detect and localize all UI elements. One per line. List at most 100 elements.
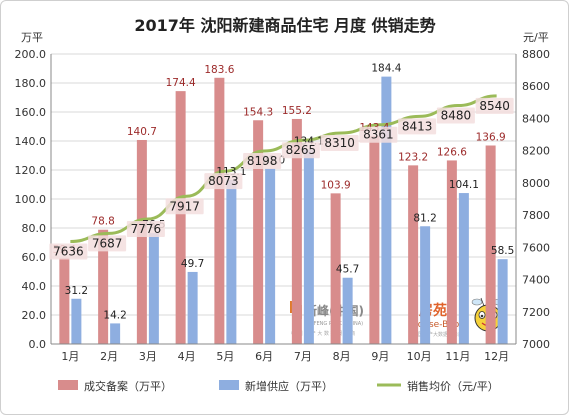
price-label-bg xyxy=(398,118,437,135)
gridlines xyxy=(51,53,516,345)
bar-transactions xyxy=(136,139,147,344)
transactions-value-label: 155.2 xyxy=(282,105,312,117)
bar-supply xyxy=(303,149,314,344)
transactions-value-label: 174.4 xyxy=(166,77,196,89)
left-tick-label: 40.0 xyxy=(22,280,47,293)
price-value-label: 8413 xyxy=(402,119,433,133)
right-tick-label: 7400 xyxy=(522,274,550,287)
bar-transactions xyxy=(446,160,457,344)
price-value-label: 7917 xyxy=(169,199,200,213)
housebook-logo-sub: 中国房产大数据服务商 xyxy=(413,331,463,338)
left-tick-label: 60.0 xyxy=(22,251,47,264)
transactions-value-label: 154.3 xyxy=(243,106,273,118)
bar-transactions xyxy=(408,165,419,344)
housebook-logo-en: House-Book xyxy=(411,320,465,330)
bar-supply xyxy=(458,193,469,344)
bar-supply xyxy=(381,76,392,345)
left-tick-label: 180.0 xyxy=(15,77,47,90)
price-label-bg xyxy=(204,173,243,190)
supply-value-label: 184.4 xyxy=(371,63,401,75)
bars xyxy=(59,76,508,345)
right-axis-unit: 元/平 xyxy=(523,31,549,44)
price-value-label: 8480 xyxy=(441,109,472,123)
right-tick-label: 7000 xyxy=(522,338,550,351)
price-value-label: 7776 xyxy=(131,222,162,236)
right-tick-label: 8000 xyxy=(522,177,550,190)
x-tick-label: 4月 xyxy=(178,350,196,363)
transactions-value-label: 140.7 xyxy=(127,126,157,138)
legend-swatch-supply xyxy=(219,380,239,390)
price-label-bg xyxy=(475,97,514,114)
supply-value-label: 45.7 xyxy=(336,264,359,276)
x-tick-label: 11月 xyxy=(445,350,470,363)
x-tick-label: 6月 xyxy=(255,350,273,363)
legend-label-transactions: 成交备案（万平） xyxy=(84,379,172,393)
bar-supply xyxy=(187,271,198,344)
left-tick-label: 0.0 xyxy=(29,338,47,351)
axes: 0.0 20.0 40.0 60.0 80.0 100.0 120.0 140.0 160.0 1… xyxy=(15,48,551,363)
legend-swatch-transactions xyxy=(58,380,78,390)
price-value-label: 8540 xyxy=(479,99,510,113)
legend-label-price: 销售均价（元/平） xyxy=(407,379,499,393)
transactions-value-label: 123.2 xyxy=(398,151,428,163)
supply-value-label: 81.2 xyxy=(413,212,436,224)
x-tick-label: 10月 xyxy=(407,350,432,363)
legend: 成交备案（万平） 新增供应（万平） 销售均价（元/平） xyxy=(58,379,499,393)
price-label-bg xyxy=(126,220,165,237)
xinfeng-logo-sub: 中 国 房 产 大 数 据 服 务 商 xyxy=(291,330,355,337)
x-tick-label: 9月 xyxy=(371,350,389,363)
legend-label-supply: 新增供应（万平） xyxy=(245,379,333,393)
chart-title: 2017年 沈阳新建商品住宅 月度 供销走势 xyxy=(134,16,435,35)
x-tick-label: 12月 xyxy=(484,350,509,363)
left-tick-label: 200.0 xyxy=(15,48,47,61)
price-label-bg xyxy=(359,126,398,143)
supply-value-label: 104.1 xyxy=(449,179,479,191)
price-label-bg xyxy=(165,198,204,215)
price-value-label: 8361 xyxy=(363,128,394,142)
price-label-bg xyxy=(436,107,475,124)
right-tick-label: 8200 xyxy=(522,145,550,158)
right-tick-label: 7200 xyxy=(522,306,550,319)
left-tick-label: 160.0 xyxy=(15,106,47,119)
price-label-bg xyxy=(320,134,359,151)
x-tick-label: 5月 xyxy=(216,350,234,363)
right-tick-label: 8400 xyxy=(522,112,550,125)
transactions-value-label: 103.9 xyxy=(321,179,351,191)
left-tick-label: 100.0 xyxy=(15,193,47,206)
left-tick-label: 80.0 xyxy=(22,222,47,235)
bar-supply xyxy=(71,298,82,344)
transactions-value-label: 78.8 xyxy=(91,216,114,228)
watermarks: 新峰(中国) XINFENG PEAK (CHINA) 中 国 房 产 大 数 … xyxy=(290,297,505,338)
supply-value-label: 49.7 xyxy=(181,258,204,270)
supply-value-label: 58.5 xyxy=(491,245,514,257)
bar-supply xyxy=(497,259,508,344)
bar-transactions xyxy=(253,120,264,344)
bar-transactions xyxy=(59,257,70,344)
price-value-label: 8198 xyxy=(247,154,278,168)
price-value-label: 8073 xyxy=(208,174,239,188)
price-label-bg xyxy=(88,235,127,252)
price-value-label: 8265 xyxy=(286,143,317,157)
bar-transactions xyxy=(369,136,380,344)
right-tick-label: 8600 xyxy=(522,80,550,93)
price-value-label: 8310 xyxy=(324,136,355,150)
right-tick-label: 8800 xyxy=(522,48,550,61)
x-tick-label: 3月 xyxy=(139,350,157,363)
left-tick-label: 120.0 xyxy=(15,164,47,177)
x-tick-label: 1月 xyxy=(61,350,79,363)
price-value-label: 7687 xyxy=(92,236,123,250)
supply-value-label: 14.2 xyxy=(103,309,126,321)
right-tick-label: 7600 xyxy=(522,241,550,254)
right-tick-label: 7800 xyxy=(522,209,550,222)
bar-transactions xyxy=(214,77,225,344)
left-tick-label: 20.0 xyxy=(22,309,47,322)
bar-supply xyxy=(342,277,353,344)
bar-transactions xyxy=(330,193,341,344)
bar-supply xyxy=(265,168,276,344)
left-axis-unit: 万平 xyxy=(21,31,43,44)
left-tick-label: 140.0 xyxy=(15,135,47,148)
price-label-bg xyxy=(281,142,320,159)
x-tick-label: 8月 xyxy=(333,350,351,363)
bar-transactions xyxy=(175,91,186,345)
